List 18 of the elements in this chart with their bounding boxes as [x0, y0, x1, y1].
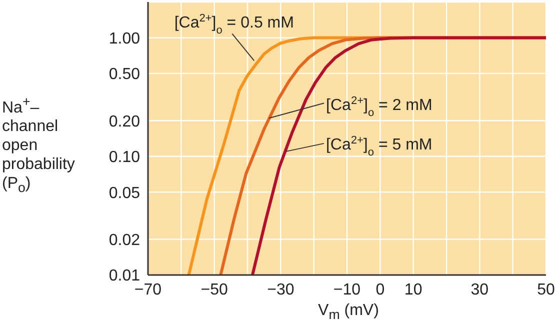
y-tick-label: 0.02 [108, 232, 140, 249]
x-tick-label: −30 [267, 281, 294, 298]
y-tick-label: 0.10 [108, 149, 140, 166]
x-tick-label: 50 [537, 281, 555, 298]
annotation: [Ca$^{2+}$]$_{o}$ = 5 mM [326, 134, 432, 158]
x-tick-label: −10 [333, 281, 361, 298]
y-tick-label: 1.00 [108, 30, 140, 48]
x-tick-label: 10 [404, 281, 422, 298]
annotation: [Ca$^{2+}$]$_{o}$ = 0.5 mM [174, 12, 294, 37]
x-tick-label: 30 [470, 281, 489, 298]
x-tick-label: 0 [376, 281, 385, 298]
y-tick-label: 0.20 [108, 113, 140, 130]
annotation: [Ca$^{2+}$]$_{o}$ = 2 mM [326, 95, 432, 120]
y-tick-label: 0.05 [108, 184, 140, 202]
x-tick-label: −50 [200, 281, 228, 298]
x-axis-title: V$_{m}$ (mV) [317, 302, 380, 322]
y-tick-label: 0.50 [108, 66, 140, 84]
text: Na$^{+}$– channel open probability (P$_{o}$) [2, 94, 75, 196]
